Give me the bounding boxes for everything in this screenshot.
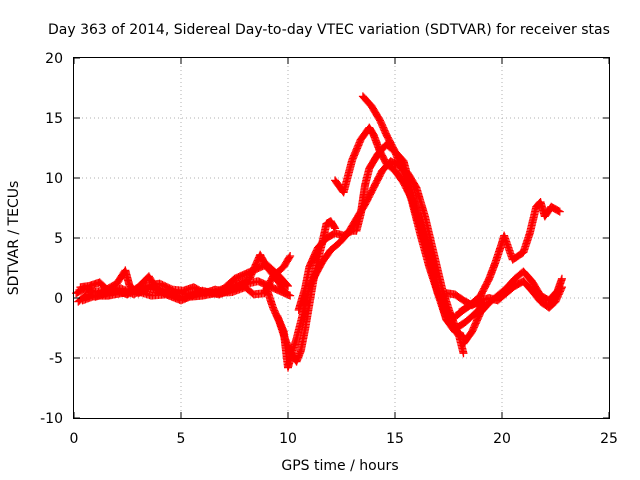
- data-point-marker: [458, 331, 467, 340]
- data-point-marker: [554, 206, 563, 215]
- data-point-marker: [555, 207, 564, 216]
- data-point-marker: [557, 274, 566, 283]
- y-tick-label: 20: [45, 51, 63, 67]
- y-axis-label: SDTVAR / TECUs: [6, 181, 22, 296]
- data-point-marker: [330, 223, 339, 232]
- series-track-12: [459, 267, 566, 348]
- x-tick-label: 20: [493, 431, 511, 447]
- y-tick-label: -10: [40, 411, 63, 427]
- data-point-marker: [459, 349, 468, 358]
- x-axis-label: GPS time / hours: [281, 458, 398, 474]
- series-track-11: [455, 198, 564, 317]
- y-tick-label: 0: [54, 291, 63, 307]
- data-point-marker: [285, 253, 294, 262]
- chart-title: Day 363 of 2014, Sidereal Day-to-day VTE…: [48, 22, 610, 38]
- x-tick-label: 5: [177, 431, 186, 447]
- series-track-9: [358, 92, 485, 322]
- data-series: [72, 92, 566, 372]
- data-point-marker: [286, 291, 295, 300]
- x-tick-label: 15: [386, 431, 404, 447]
- y-tick-label: -5: [49, 351, 63, 367]
- y-axis: -10 -5 0 5 10 15 20: [40, 51, 609, 427]
- series-track-4: [78, 252, 295, 305]
- plot-frame: [73, 57, 610, 419]
- y-tick-label: 10: [45, 171, 63, 187]
- data-point-marker: [286, 252, 295, 260]
- y-tick-label: 15: [45, 111, 63, 127]
- y-tick-label: 5: [54, 231, 63, 247]
- x-tick-label: 10: [279, 431, 297, 447]
- x-tick-label: 0: [70, 431, 79, 447]
- x-axis: 0 5 10 15 20 25: [70, 58, 618, 447]
- x-tick-label: 25: [600, 431, 618, 447]
